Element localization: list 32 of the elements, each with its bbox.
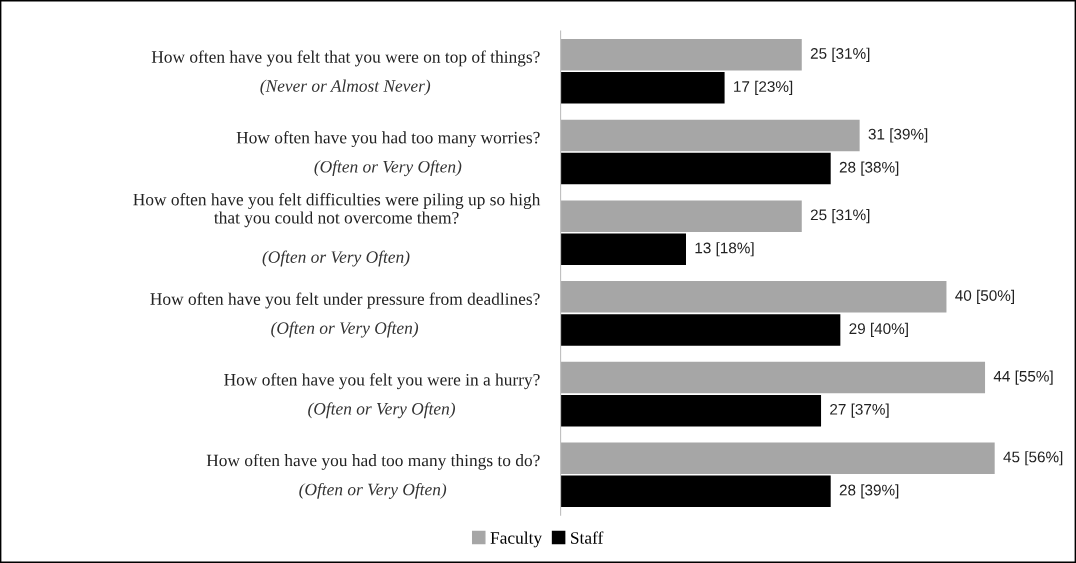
data-label: 28 [39%] [839,484,899,499]
bar [560,361,986,394]
data-label: 17 [23%] [734,80,793,95]
data-label: 25 [31%] [810,209,870,224]
bar [560,281,947,313]
y-tick-label: How often have you felt you were in a hurry? (Often or Very Often) [224,373,540,419]
bar [560,475,831,508]
y-tick-label: How often have you had too many worries? (Often or Very Often) [236,131,540,177]
bar [560,200,802,232]
bar [560,314,841,346]
bar [560,442,995,474]
y-tick-label: How often have you felt under pressure from deadlines? (Often or Very Often) [150,292,540,338]
data-label: 44 [55%] [993,370,1053,385]
bar [560,394,822,427]
bar [560,233,686,265]
data-label: 27 [37%] [830,403,889,418]
bar [560,39,802,71]
data-label: 40 [50%] [955,289,1015,304]
bar [560,152,831,185]
y-tick-label: How often have you felt that you were on top of things? (Never or Almost Never) [151,50,540,96]
data-label: 28 [38%] [839,161,899,176]
legend-label: Faculty [490,531,543,548]
data-label: 25 [31%] [810,47,870,62]
y-tick-label: How often have you had too many things to do? (Often or Very Often) [206,453,540,499]
data-label: 13 [18%] [695,242,754,257]
bar [560,72,725,104]
data-label: 31 [39%] [868,128,928,143]
legend-label: Staff [571,531,604,544]
bar [560,119,860,152]
category-label: How often have you felt difficulties were piling up so high that you could not overcome them? (Often or Very Often) [133,193,541,267]
data-label: 29 [40%] [849,322,908,338]
data-label: 45 [56%] [1003,451,1063,466]
